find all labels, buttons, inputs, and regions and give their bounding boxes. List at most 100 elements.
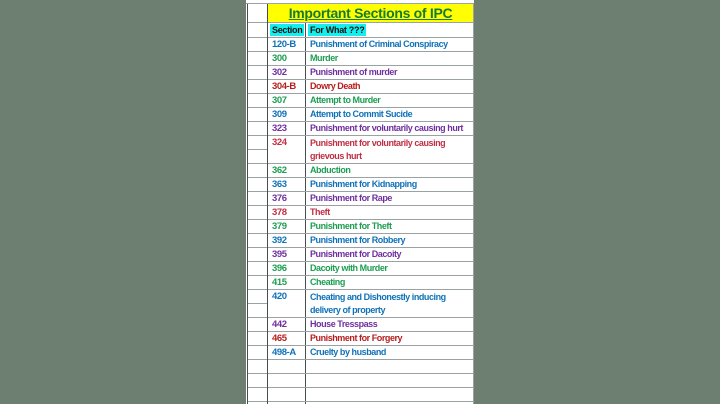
section-cell: 465 (268, 332, 306, 345)
empty-table-row (268, 402, 473, 404)
spreadsheet-grid: Important Sections of IPC Section For Wh… (246, 3, 474, 404)
gutter-cell (248, 66, 267, 80)
gutter-cell (248, 178, 267, 192)
for-what-header-label: For What ??? (308, 24, 367, 36)
table-body: 120-B Punishment of Criminal Conspiracy 30… (268, 38, 473, 404)
description-cell (306, 374, 473, 387)
description-cell: House Tresspass (310, 319, 378, 329)
section-cell: 302 (268, 66, 306, 79)
gutter-cell (248, 276, 267, 290)
gutter-cell (248, 38, 267, 52)
table-row: 324 Punishment for voluntarily causing gr… (268, 136, 473, 164)
description-cell: Punishment for Robbery (310, 235, 406, 245)
section-cell: 379 (268, 220, 306, 233)
description-cell (306, 360, 473, 373)
section-cell: 362 (268, 164, 306, 177)
description-cell: Punishment for Dacoity (310, 249, 402, 259)
gutter-cell (248, 248, 267, 262)
gutter-cell (248, 332, 267, 346)
table-row: 378 Theft (268, 206, 473, 220)
section-cell: 324 (268, 136, 306, 163)
for-what-column-header: For What ??? (306, 23, 473, 37)
description-cell: Punishment for Forgery (310, 333, 403, 343)
gutter-cell (248, 318, 267, 332)
section-cell: 392 (268, 234, 306, 247)
description-cell: Punishment for Rape (310, 193, 392, 203)
section-cell: 376 (268, 192, 306, 205)
description-cell: Dacoity with Murder (310, 263, 388, 273)
gutter-cell (248, 290, 267, 304)
empty-table-row (268, 374, 473, 388)
section-cell: 378 (268, 206, 306, 219)
section-cell: 395 (268, 248, 306, 261)
section-cell: 323 (268, 122, 306, 135)
gutter-cell (248, 136, 267, 150)
gutter-cell (248, 94, 267, 108)
table-row: 300 Murder (268, 52, 473, 66)
section-cell (268, 388, 306, 401)
gutter-cell (248, 206, 267, 220)
ipc-table-panel: Important Sections of IPC Section For Wh… (246, 0, 474, 404)
gutter-cell (248, 108, 267, 122)
table-title-row: Important Sections of IPC (268, 4, 473, 23)
section-cell: 307 (268, 94, 306, 107)
gutter-cell (248, 4, 267, 23)
gutter-cell (248, 388, 267, 402)
section-cell: 300 (268, 52, 306, 65)
table-row: 302 Punishment of murder (268, 66, 473, 80)
gutter-cell (248, 374, 267, 388)
table-row: 120-B Punishment of Criminal Conspiracy (268, 38, 473, 52)
gutter-cell (248, 23, 267, 38)
table-row: 498-A Cruelty by husband (268, 346, 473, 360)
description-cell: Cheating and Dishonestly inducing delive… (310, 292, 446, 315)
description-cell: Cheating (310, 277, 345, 287)
description-cell: Cruelty by husband (310, 347, 386, 357)
gutter-cell (248, 80, 267, 94)
description-cell: Dowry Death (310, 81, 361, 91)
table-row: 363 Punishment for Kidnapping (268, 178, 473, 192)
table-row: 442 House Tresspass (268, 318, 473, 332)
table-row: 307 Attempt to Murder (268, 94, 473, 108)
table-row: 379 Punishment for Theft (268, 220, 473, 234)
table-row: 376 Punishment for Rape (268, 192, 473, 206)
section-cell (268, 402, 306, 404)
description-cell: Punishment of Criminal Conspiracy (310, 39, 448, 49)
gutter-cell (248, 150, 267, 164)
description-cell: Punishment of murder (310, 67, 398, 77)
gutter-cell (248, 122, 267, 136)
gutter-cell (248, 52, 267, 66)
gutter-cell (248, 234, 267, 248)
empty-table-row (268, 360, 473, 374)
section-cell: 363 (268, 178, 306, 191)
description-cell: Abduction (310, 165, 351, 175)
section-cell (268, 360, 306, 373)
empty-table-row (268, 388, 473, 402)
description-cell: Attempt to Commit Sucide (310, 109, 413, 119)
table-row: 323 Punishment for voluntarily causing hu… (268, 122, 473, 136)
section-header-label: Section (270, 24, 305, 36)
description-cell (306, 388, 473, 401)
description-cell: Punishment for Theft (310, 221, 392, 231)
table-row: 392 Punishment for Robbery (268, 234, 473, 248)
gutter-cell (248, 346, 267, 360)
description-cell: Punishment for voluntarily causing hurt (310, 123, 463, 133)
section-cell: 120-B (268, 38, 306, 51)
gutter-column (247, 4, 268, 404)
table-row: 415 Cheating (268, 276, 473, 290)
gutter-cell (248, 164, 267, 178)
gutter-cell (248, 192, 267, 206)
section-cell: 498-A (268, 346, 306, 359)
section-cell: 420 (268, 290, 306, 317)
section-cell: 304-B (268, 80, 306, 93)
description-cell: Attempt to Murder (310, 95, 381, 105)
table-row: 420 Cheating and Dishonestly inducing del… (268, 290, 473, 318)
gutter-cell (248, 220, 267, 234)
table-row: 465 Punishment for Forgery (268, 332, 473, 346)
gutter-cell (248, 304, 267, 318)
section-cell (268, 374, 306, 387)
section-cell: 309 (268, 108, 306, 121)
table-row: 309 Attempt to Commit Sucide (268, 108, 473, 122)
gutter-cell (248, 262, 267, 276)
table-header-row: Section For What ??? (268, 23, 473, 38)
